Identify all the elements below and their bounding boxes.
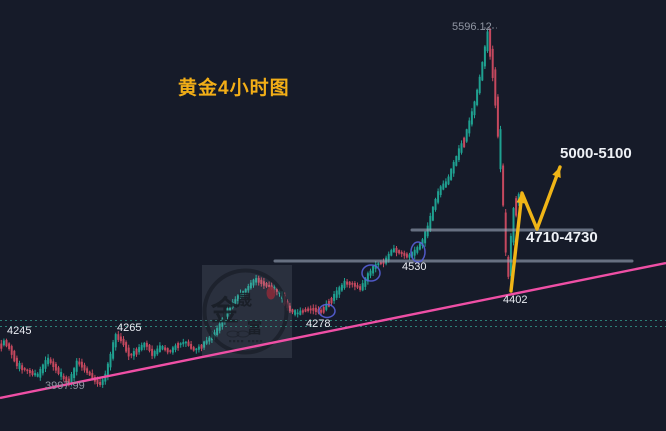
- chart-title: 黄金4小时图: [178, 78, 290, 99]
- low-price-label: 3997.99: [45, 380, 85, 392]
- resistance-zone-label: 4710-4730: [526, 229, 598, 246]
- watermark-seal: 金晟富: [202, 265, 292, 358]
- svg-text:金: 金: [210, 294, 240, 327]
- candles: [0, 28, 520, 388]
- swing-label-4278: 4278: [306, 318, 331, 330]
- ascending-trendline: [0, 261, 666, 400]
- svg-text:富: 富: [247, 319, 262, 337]
- swing-label-4245: 4245: [7, 325, 32, 337]
- peak-price-label: 5596.12: [452, 21, 492, 33]
- svg-text:晟: 晟: [237, 292, 252, 309]
- resistance-bars: [273, 228, 634, 263]
- dashed-support-lines: [0, 320, 666, 327]
- swing-label-4265: 4265: [117, 322, 142, 334]
- highlight-ellipses: [318, 241, 426, 319]
- projection-arrows: [509, 165, 562, 293]
- swing-label-4530: 4530: [402, 261, 427, 273]
- target-zone-label: 5000-5100: [560, 145, 632, 162]
- swing-label-4402: 4402: [503, 294, 528, 306]
